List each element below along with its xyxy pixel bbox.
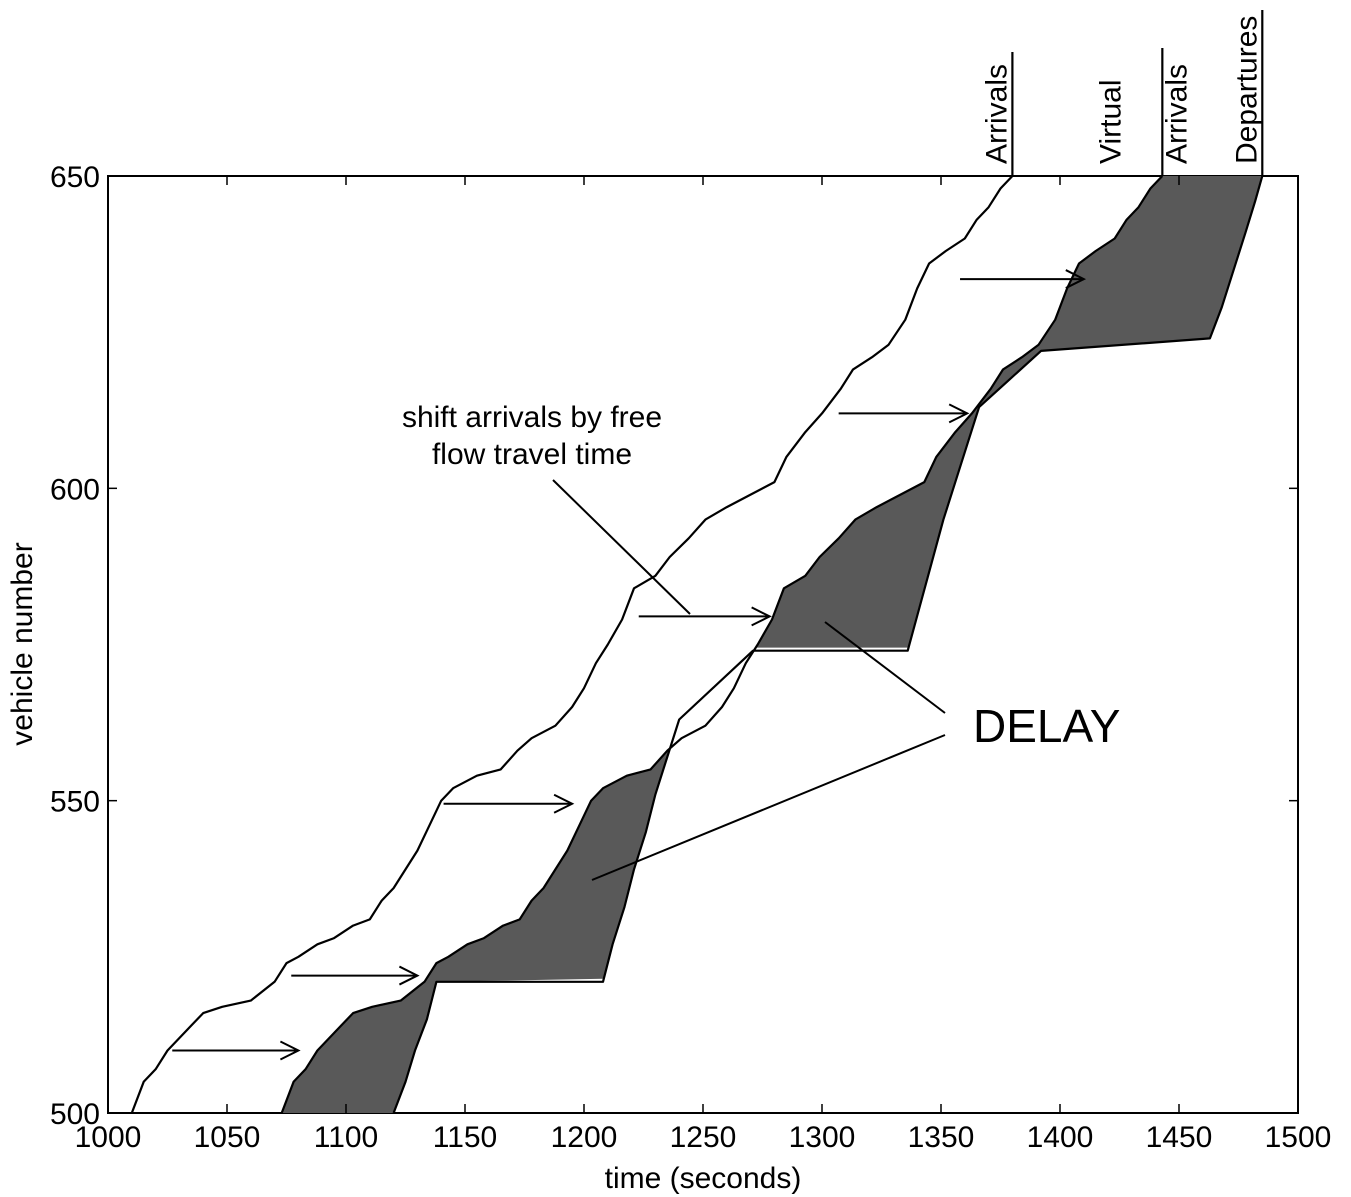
arrow-head [553, 793, 575, 814]
x-tick-label: 1100 [314, 1121, 379, 1154]
x-tick-label: 1300 [789, 1121, 856, 1154]
top-series-labels: Arrivals Virtual Arrivals Departures [980, 10, 1264, 176]
axis-ticks: 1000 1050 1100 1150 1200 1250 1300 1350 1400 1450… [50, 161, 1331, 1154]
shift-annotation-line1: shift arrivals by free [402, 401, 662, 434]
x-tick-label: 1400 [1027, 1121, 1094, 1154]
top-label-departures: Departures [1230, 16, 1263, 164]
y-tick-label: 550 [50, 786, 100, 819]
series-line-arrivals [130, 176, 1014, 1113]
x-tick-label: 1150 [433, 1121, 498, 1154]
arrow-head [751, 606, 772, 627]
arrow-head [279, 1040, 301, 1061]
arrow-head [948, 403, 970, 424]
x-tick-label: 1250 [670, 1121, 737, 1154]
series-line-virtual-arrivals [280, 176, 1164, 1113]
y-tick-label: 500 [50, 1098, 100, 1131]
series-line-departures [392, 176, 1264, 1113]
top-label-arrivals: Arrivals [980, 64, 1013, 164]
y-tick-label: 600 [50, 473, 100, 506]
y-axis-label: vehicle number [6, 542, 39, 745]
x-axis-label: time (seconds) [605, 1162, 802, 1195]
shift-annotation-line2: flow travel time [432, 438, 632, 471]
x-tick-label: 1500 [1265, 1121, 1332, 1154]
x-tick-label: 1050 [194, 1121, 261, 1154]
delay-region-2 [755, 176, 1263, 648]
delay-annotation: DELAY [973, 700, 1120, 752]
annotation-lines [172, 269, 1087, 1061]
y-tick-label: 650 [50, 161, 100, 194]
arrow-head [398, 965, 420, 986]
series-lines [130, 176, 1264, 1113]
arrow-head [1065, 269, 1087, 289]
x-tick-label: 1000 [75, 1121, 142, 1154]
shift-leader-line [552, 479, 691, 615]
top-label-virtual-line2: Arrivals [1160, 64, 1193, 164]
delay-leader-upper [824, 621, 946, 714]
x-tick-label: 1200 [551, 1121, 618, 1154]
x-tick-label: 1450 [1146, 1121, 1213, 1154]
x-tick-label: 1350 [908, 1121, 975, 1154]
top-label-virtual-line1: Virtual [1094, 80, 1127, 165]
delay-leader-lower [591, 734, 946, 881]
